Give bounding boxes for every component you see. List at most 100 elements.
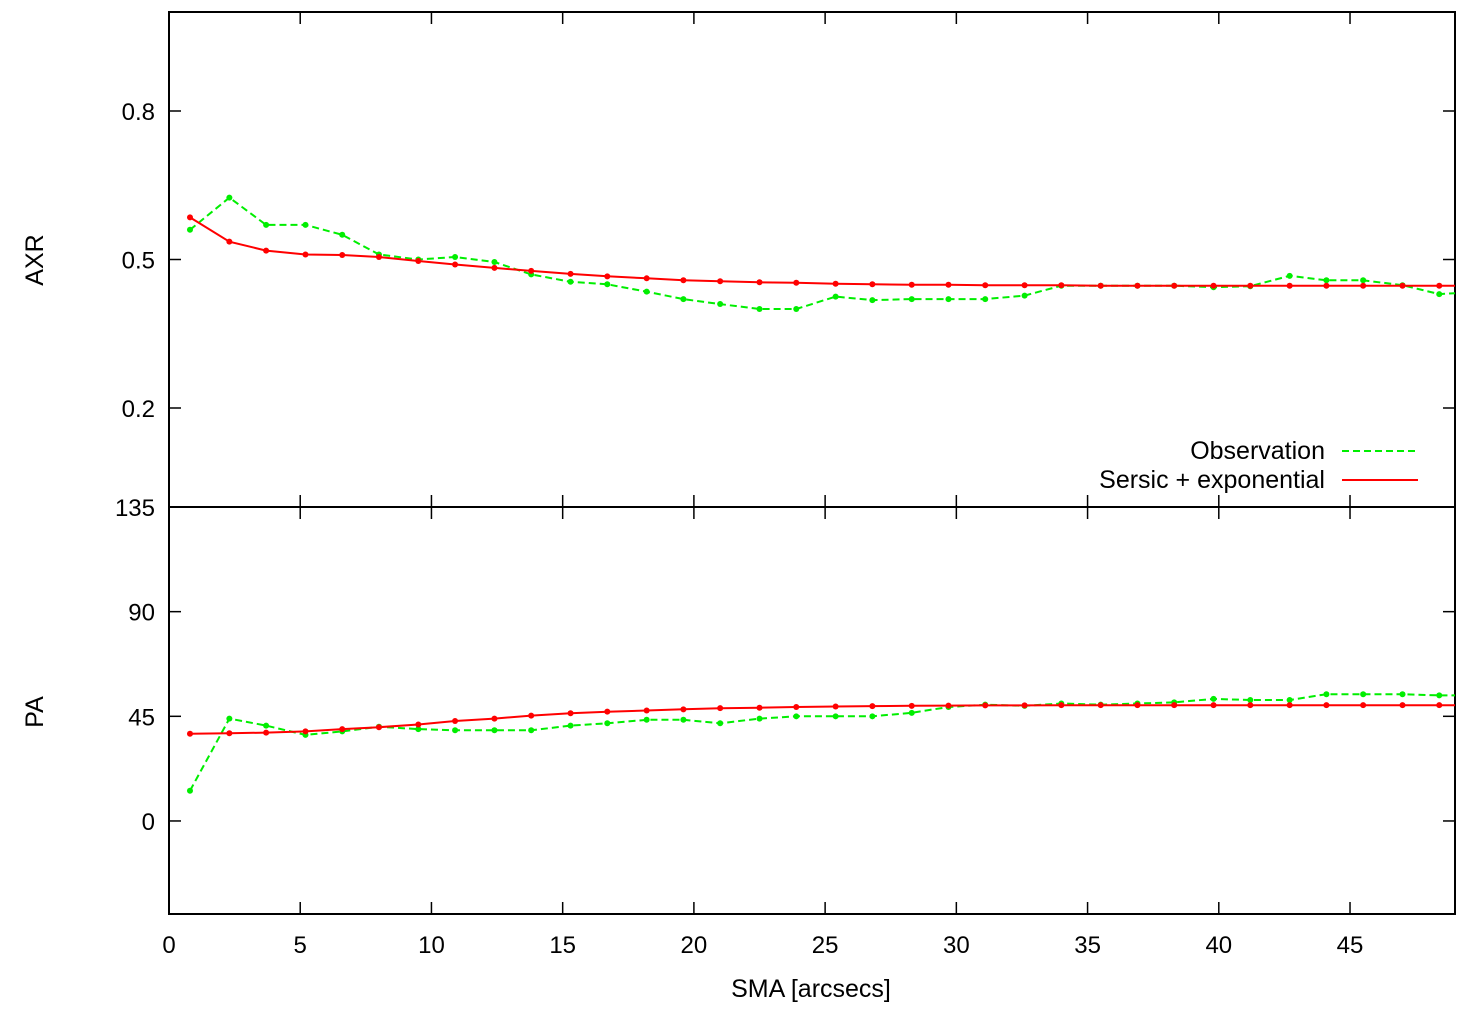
pa-y-tick-label: 0 — [142, 809, 155, 836]
x-ticks: 0 5 10 15 20 25 30 35 40 45 — [162, 507, 1363, 959]
pa-point-observation — [1399, 691, 1406, 698]
axr-point-observation — [186, 226, 193, 233]
pa-point-observation — [491, 727, 498, 734]
x-tick-label: 45 — [1337, 932, 1364, 959]
x-tick-label: 10 — [418, 932, 445, 959]
legend-label-observation: Observation — [1190, 437, 1325, 465]
axr-point-sersic-exponential — [982, 282, 989, 289]
pa-point-sersic-exponential — [302, 728, 309, 735]
axr-point-sersic-exponential — [1436, 282, 1443, 289]
x-tick-label: 15 — [549, 932, 576, 959]
pa-point-sersic-exponential — [263, 729, 270, 736]
axr-point-sersic-exponential — [1323, 282, 1330, 289]
axr-point-sersic-exponential — [793, 279, 800, 286]
axr-point-sersic-exponential — [1134, 282, 1141, 289]
pa-point-sersic-exponential — [1097, 702, 1104, 709]
axr-y-tick-label: 0.2 — [122, 396, 155, 423]
axr-point-observation — [756, 306, 763, 312]
x-tick-label: 25 — [812, 932, 839, 959]
x-tick-label: 20 — [681, 932, 708, 959]
axr-point-sersic-exponential — [186, 214, 193, 221]
axr-point-sersic-exponential — [1097, 282, 1104, 289]
axr-point-sersic-exponential — [1360, 282, 1367, 289]
axr-point-observation — [1286, 272, 1293, 279]
x-tick-label: 0 — [162, 932, 175, 959]
axr-point-sersic-exponential — [908, 281, 915, 288]
pa-point-sersic-exponential — [1286, 702, 1293, 709]
axr-point-sersic-exponential — [643, 275, 650, 282]
pa-point-sersic-exponential — [945, 702, 952, 709]
axr-point-sersic-exponential — [1399, 282, 1406, 289]
axr-point-observation — [982, 296, 989, 303]
pa-point-sersic-exponential — [375, 724, 382, 731]
axr-point-sersic-exponential — [1171, 282, 1178, 289]
axr-point-sersic-exponential — [945, 281, 952, 288]
axr-point-observation — [680, 296, 687, 303]
pa-y-tick-label: 45 — [128, 704, 155, 731]
pa-point-sersic-exponential — [186, 730, 193, 737]
pa-point-sersic-exponential — [1134, 702, 1141, 709]
axr-point-observation — [1360, 277, 1367, 284]
pa-point-sersic-exponential — [1399, 702, 1406, 709]
pa-point-sersic-exponential — [982, 702, 989, 709]
pa-y-tick-label: 135 — [115, 495, 155, 522]
pa-point-sersic-exponential — [415, 721, 422, 728]
axr-point-observation — [832, 293, 839, 300]
axr-point-sersic-exponential — [226, 238, 233, 245]
pa-point-observation — [1360, 691, 1367, 698]
legend-label-sersic-exponential: Sersic + exponential — [1099, 466, 1325, 494]
axr-y-tick-label: 0.5 — [122, 248, 155, 275]
pa-point-sersic-exponential — [567, 710, 574, 717]
pa-point-sersic-exponential — [1436, 702, 1443, 709]
axr-point-sersic-exponential — [375, 254, 382, 261]
axr-point-observation — [263, 221, 270, 228]
pa-plot-frame — [168, 506, 1456, 915]
pa-point-sersic-exponential — [643, 707, 650, 714]
axr-point-observation — [643, 288, 650, 295]
axr-point-observation — [452, 254, 459, 261]
pa-point-observation — [832, 713, 839, 720]
axr-point-observation — [717, 301, 724, 308]
pa-point-observation — [415, 726, 422, 733]
axr-point-sersic-exponential — [756, 279, 763, 286]
pa-point-sersic-exponential — [491, 715, 498, 722]
pa-point-sersic-exponential — [1323, 702, 1330, 709]
pa-point-sersic-exponential — [756, 704, 763, 711]
pa-point-observation — [793, 713, 800, 720]
legend: Observation Sersic + exponential — [1099, 437, 1418, 494]
pa-y-ticks: 0 45 90 135 — [115, 495, 1455, 836]
axr-point-sersic-exponential — [302, 251, 309, 258]
axr-point-observation — [226, 194, 233, 201]
axr-point-sersic-exponential — [339, 252, 346, 259]
axr-point-sersic-exponential — [604, 273, 611, 280]
pa-series-layer — [186, 691, 1455, 794]
pa-point-observation — [226, 715, 233, 722]
axr-point-sersic-exponential — [1210, 282, 1217, 289]
x-tick-label: 30 — [943, 932, 970, 959]
pa-point-observation — [680, 716, 687, 723]
pa-point-sersic-exponential — [869, 703, 876, 710]
axr-point-observation — [339, 231, 346, 238]
axr-point-observation — [793, 306, 800, 312]
pa-point-sersic-exponential — [1210, 702, 1217, 709]
pa-point-sersic-exponential — [452, 717, 459, 724]
pa-point-sersic-exponential — [832, 703, 839, 710]
axr-point-sersic-exponential — [452, 261, 459, 268]
pa-point-observation — [1210, 695, 1217, 702]
pa-point-observation — [1247, 697, 1254, 704]
axr-y-axis-title: AXR — [21, 234, 49, 285]
pa-point-observation — [263, 722, 270, 729]
axr-point-observation — [908, 296, 915, 303]
x-tick-label: 35 — [1074, 932, 1101, 959]
pa-point-sersic-exponential — [1360, 702, 1367, 709]
pa-point-observation — [1323, 691, 1330, 698]
pa-point-observation — [1436, 692, 1443, 699]
pa-point-observation — [756, 715, 763, 722]
pa-point-sersic-exponential — [604, 708, 611, 715]
pa-panel: 0 45 90 135 0 5 10 15 20 25 30 35 40 45 PA SMA [arcs… — [21, 495, 1456, 1003]
pa-point-sersic-exponential — [793, 704, 800, 711]
axr-y-ticks: 0.2 0.5 0.8 — [122, 12, 1455, 507]
pa-point-observation — [717, 720, 724, 727]
pa-y-tick-label: 90 — [128, 600, 155, 627]
